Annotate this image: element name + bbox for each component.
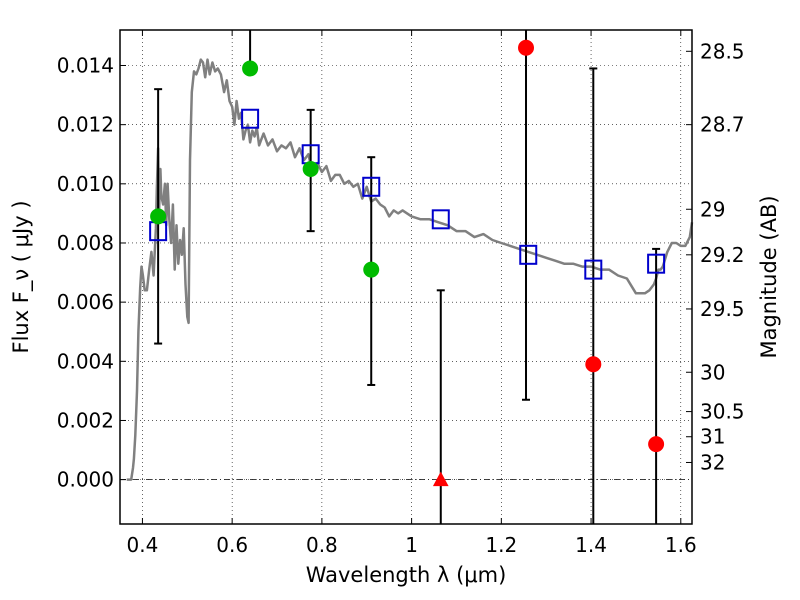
low-sn-point	[585, 356, 602, 373]
upper-limit-triangle	[432, 471, 449, 487]
right-tick-label: 28.7	[700, 113, 745, 137]
x-tick-label: 0.4	[127, 533, 159, 557]
y-axis-label: Flux F_ν ( μJy )	[9, 200, 34, 353]
y-tick-label: 0.012	[57, 113, 114, 137]
x-axis-label: Wavelength λ (μm)	[306, 563, 507, 587]
low-sn-point	[648, 436, 665, 453]
detection-point	[150, 208, 167, 225]
y-tick-label: 0.004	[57, 349, 114, 373]
x-tick-label: 0.8	[306, 533, 338, 557]
x-tick-label: 1.4	[575, 533, 607, 557]
model-photometry-square	[431, 209, 450, 230]
y-right-axis-label: Magnitude (AB)	[757, 195, 781, 358]
x-tick-label: 1	[405, 533, 418, 557]
model-photometry-square	[519, 244, 538, 265]
right-tick-label: 28.5	[700, 39, 745, 63]
model-photometry-square	[647, 253, 666, 274]
model-photometry-square	[584, 259, 603, 280]
y-tick-label: 0.014	[57, 53, 114, 77]
y-tick-label: 0.000	[57, 468, 114, 492]
y-tick-label: 0.002	[57, 408, 114, 432]
right-tick-label: 30	[700, 360, 725, 384]
sed-model-line	[126, 58, 694, 481]
model-photometry-square	[362, 176, 381, 197]
x-tick-label: 0.6	[216, 533, 248, 557]
model-photometry-square	[241, 108, 260, 129]
detection-point	[363, 261, 380, 278]
detection-point	[302, 161, 319, 178]
x-tick-label: 1.6	[665, 533, 697, 557]
right-tick-label: 32	[700, 450, 725, 474]
right-tick-label: 29.5	[700, 297, 745, 321]
low-sn-point	[518, 39, 535, 56]
right-tick-label: 29.2	[700, 243, 745, 267]
right-tick-label: 31	[700, 425, 725, 449]
y-tick-label: 0.010	[57, 172, 114, 196]
y-tick-label: 0.006	[57, 290, 114, 314]
plot-frame	[119, 29, 693, 525]
grid-lines	[120, 30, 692, 524]
axis-ticks: 0.4 0.6 0.8 1 1.2 1.4 1.6 0.000 0.002 0.004 0.006 0…	[57, 30, 745, 557]
plot-data	[126, 30, 694, 524]
x-tick-label: 1.2	[485, 533, 517, 557]
y-tick-label: 0.008	[57, 231, 114, 255]
right-tick-label: 29	[700, 197, 725, 221]
detection-point	[242, 60, 259, 77]
right-tick-label: 30.5	[700, 400, 745, 424]
